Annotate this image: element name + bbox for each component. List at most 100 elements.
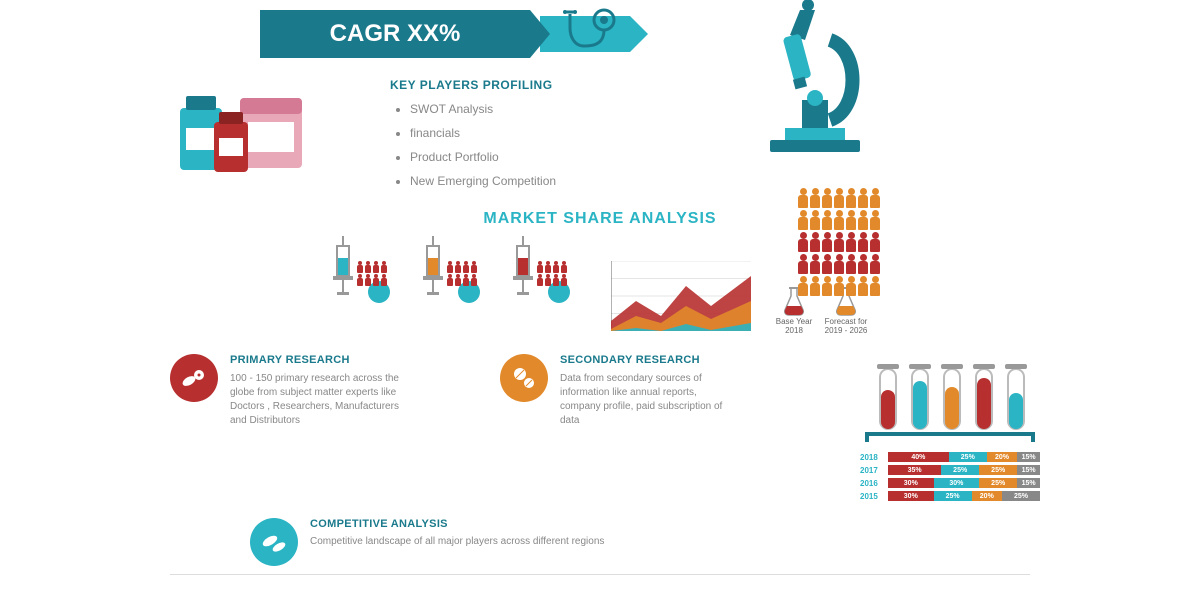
stacked-bar-row: 201840%25%20%15%	[860, 452, 1040, 462]
capsules-icon	[250, 518, 298, 566]
person-icon	[846, 232, 856, 252]
person-icon	[381, 274, 387, 286]
person-icon	[381, 261, 387, 273]
stacked-bar-segment: 15%	[1017, 452, 1040, 462]
person-icon	[810, 210, 820, 230]
medicine-bottles-icon	[150, 78, 350, 193]
stacked-bar-row: 201630%30%25%15%	[860, 478, 1040, 488]
market-share-title: MARKET SHARE ANALYSIS	[150, 210, 1050, 228]
competitive-title: COMPETITIVE ANALYSIS	[310, 518, 604, 530]
person-icon	[822, 210, 832, 230]
person-icon	[870, 276, 880, 296]
kp-item: New Emerging Competition	[410, 174, 1050, 188]
kp-item: SWOT Analysis	[410, 102, 1050, 116]
stacked-bar-segment: 25%	[979, 478, 1017, 488]
person-icon	[463, 261, 469, 273]
stacked-bar-year: 2015	[860, 492, 888, 501]
person-icon	[471, 274, 477, 286]
person-icon	[858, 276, 868, 296]
person-icon	[798, 210, 808, 230]
person-icon	[373, 274, 379, 286]
person-icon	[834, 210, 844, 230]
person-icon	[870, 210, 880, 230]
stacked-bar-segment: 15%	[1017, 465, 1040, 475]
person-icon	[365, 261, 371, 273]
person-icon	[537, 261, 543, 273]
person-icon	[810, 254, 820, 274]
person-icon	[858, 232, 868, 252]
person-icon	[822, 188, 832, 208]
person-icon	[846, 254, 856, 274]
person-icon	[858, 210, 868, 230]
person-icon	[447, 274, 453, 286]
kp-item: Product Portfolio	[410, 150, 1050, 164]
person-icon	[373, 261, 379, 273]
stacked-bar: 35%25%25%15%	[888, 465, 1040, 475]
microscope-icon	[750, 0, 880, 165]
person-icon	[834, 232, 844, 252]
stacked-bar-segment: 25%	[1002, 491, 1040, 501]
stacked-bar: 40%25%20%15%	[888, 452, 1040, 462]
test-tubes-icon	[860, 354, 1040, 444]
person-icon	[537, 274, 543, 286]
competitive-analysis-block: COMPETITIVE ANALYSIS Competitive landsca…	[150, 518, 1050, 566]
stacked-bar-year: 2017	[860, 466, 888, 475]
pills-capsule-icon	[170, 354, 218, 402]
person-icon	[455, 274, 461, 286]
person-icon	[834, 254, 844, 274]
person-icon	[846, 210, 856, 230]
tablets-icon	[500, 354, 548, 402]
person-icon	[834, 276, 844, 296]
person-icon	[846, 188, 856, 208]
person-icon	[798, 232, 808, 252]
stacked-bar: 30%25%20%25%	[888, 491, 1040, 501]
secondary-research-title: SECONDARY RESEARCH	[560, 354, 740, 366]
stacked-bar-segment: 25%	[949, 452, 987, 462]
stacked-bar: 30%30%25%15%	[888, 478, 1040, 488]
stacked-bar-row: 201530%25%20%25%	[860, 491, 1040, 501]
key-players-title: KEY PLAYERS PROFILING	[390, 78, 1050, 92]
stacked-bar-segment: 20%	[987, 452, 1017, 462]
syringe-icon	[421, 236, 501, 336]
person-icon	[870, 232, 880, 252]
primary-research-body: 100 - 150 primary research across the gl…	[230, 372, 410, 428]
person-icon	[798, 188, 808, 208]
stacked-bar-row: 201735%25%25%15%	[860, 465, 1040, 475]
stethoscope-icon	[560, 6, 620, 67]
research-row: PRIMARY RESEARCH 100 - 150 primary resea…	[150, 354, 1050, 504]
person-icon	[471, 261, 477, 273]
syringe-icon	[331, 236, 411, 336]
person-icon	[870, 254, 880, 274]
person-icon	[357, 274, 363, 286]
test-tubes-block: 201840%25%20%15%201735%25%25%15%201630%3…	[830, 354, 1070, 504]
area-chart	[611, 261, 751, 336]
person-icon	[798, 276, 808, 296]
stacked-bar-segment: 35%	[888, 465, 941, 475]
person-icon	[447, 261, 453, 273]
person-icon	[822, 232, 832, 252]
person-icon	[834, 188, 844, 208]
person-icon	[810, 276, 820, 296]
person-icon	[846, 276, 856, 296]
competitive-body: Competitive landscape of all major playe…	[310, 536, 604, 547]
primary-research-block: PRIMARY RESEARCH 100 - 150 primary resea…	[170, 354, 470, 504]
stacked-bar-segment: 30%	[888, 478, 934, 488]
syringe-icon	[511, 236, 591, 336]
person-icon	[553, 274, 559, 286]
person-icon	[870, 188, 880, 208]
people-pictogram-grid	[798, 188, 880, 296]
primary-research-title: PRIMARY RESEARCH	[230, 354, 410, 366]
person-icon	[545, 261, 551, 273]
stacked-bar-segment: 15%	[1017, 478, 1040, 488]
person-icon	[822, 254, 832, 274]
stacked-bar-segment: 25%	[934, 491, 972, 501]
person-icon	[822, 276, 832, 296]
stacked-bar-chart: 201840%25%20%15%201735%25%25%15%201630%3…	[860, 452, 1040, 504]
person-icon	[357, 261, 363, 273]
kp-item: financials	[410, 126, 1050, 140]
stacked-bar-segment: 25%	[979, 465, 1017, 475]
person-icon	[365, 274, 371, 286]
bottom-divider	[170, 574, 1030, 575]
stacked-bar-year: 2016	[860, 479, 888, 488]
key-players-section: KEY PLAYERS PROFILING SWOT Analysis fina…	[150, 78, 1050, 198]
